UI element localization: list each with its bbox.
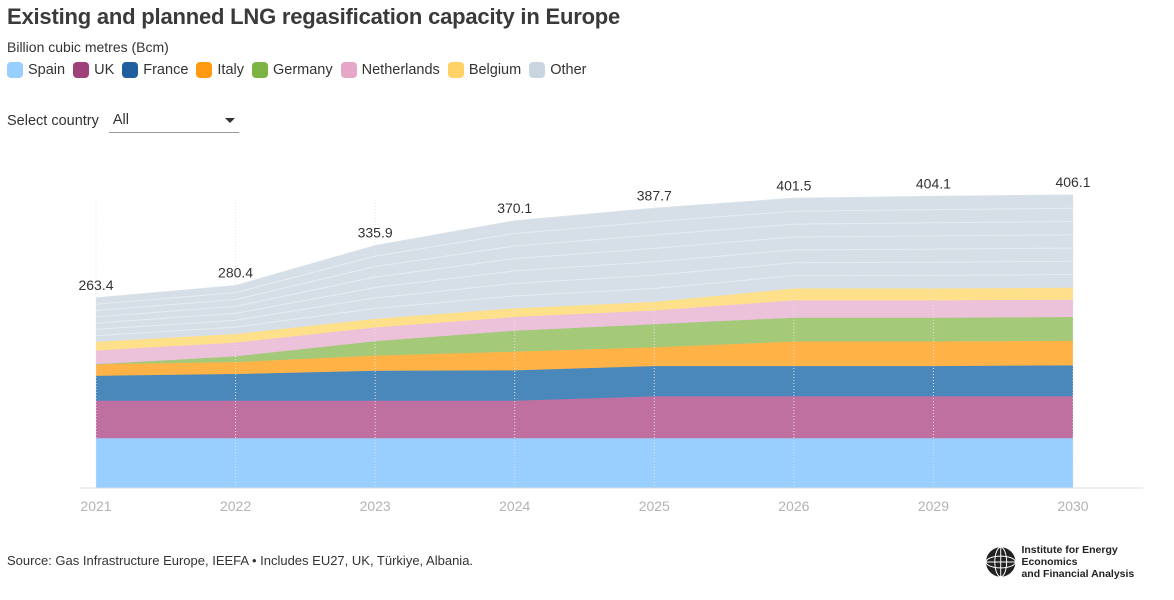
legend-label-belgium: Belgium [468,62,522,78]
legend-item-uk[interactable]: UK [73,62,114,78]
other-subdivision-line [95,221,1074,312]
legend-item-other[interactable]: Other [529,62,586,78]
legend-swatch-uk [73,62,90,78]
legend-swatch-other [529,62,546,78]
legend-item-spain[interactable]: Spain [7,62,65,78]
area-netherlands [96,299,1073,365]
legend-item-belgium[interactable]: Belgium [447,62,522,78]
x-tick-label: 2026 [778,498,809,514]
legend-item-germany[interactable]: Germany [251,62,333,78]
other-subdivision-line [95,247,1074,324]
legend-swatch-germany [251,62,268,78]
total-data-label: 406.1 [1055,174,1090,190]
source-note: Source: Gas Infrastructure Europe, IEEFA… [7,553,474,568]
area-belgium [96,287,1073,351]
legend-label-netherlands: Netherlands [361,62,440,78]
area-other [96,195,1073,342]
legend-swatch-netherlands [340,62,357,78]
other-subdivision-line [95,274,1074,337]
area-spain [96,438,1073,488]
legend-label-germany: Germany [272,62,333,78]
total-data-label: 335.9 [358,225,393,241]
legend-swatch-italy [196,62,213,78]
area-uk [96,396,1073,439]
filter-label: Select country [7,112,99,129]
x-tick-label: 2022 [220,498,251,514]
total-data-label: 280.4 [218,265,253,281]
logo-line-1: Institute for Energy Economics [1021,544,1118,568]
chart-subtitle: Billion cubic metres (Bcm) [7,39,169,55]
legend-label-other: Other [550,62,587,78]
chart-title: Existing and planned LNG regasification … [7,4,621,29]
other-subdivision-line [95,260,1074,330]
total-data-label: 370.1 [497,200,532,216]
x-tick-label: 2025 [639,498,670,514]
x-tick-label: 2030 [1057,498,1088,514]
total-data-label: 387.7 [637,187,672,203]
area-edge-other [95,194,1074,299]
area-italy [96,340,1073,376]
legend-item-france[interactable]: France [122,62,188,78]
total-data-label: 404.1 [916,175,951,191]
total-data-label: 263.4 [78,277,113,293]
area-france [96,365,1073,401]
legend-label-italy: Italy [217,62,244,78]
legend-item-netherlands[interactable]: Netherlands [340,62,440,78]
legend-label-uk: UK [94,62,115,78]
logo-line-2: and Financial Analysis [1021,568,1135,580]
legend-item-italy[interactable]: Italy [196,62,244,78]
total-data-label: 401.5 [776,177,811,193]
country-filter: Select country All [7,108,239,133]
legend-swatch-belgium [447,62,464,78]
legend: Spain UK France Italy Germany Netherland… [7,62,594,78]
x-tick-label: 2023 [360,498,391,514]
area-germany [96,317,1073,365]
x-tick-label: 2021 [80,498,111,514]
ieefa-logo: Institute for Energy Economics and Finan… [985,544,1174,580]
x-tick-label: 2029 [918,498,949,514]
country-select-value: All [112,112,130,128]
legend-label-france: France [143,62,189,78]
globe-icon [985,546,1016,578]
chevron-down-icon [224,117,235,123]
legend-label-spain: Spain [28,62,66,78]
other-subdivision-line [95,207,1074,305]
other-subdivision-line [95,234,1074,318]
country-select[interactable]: All [108,108,239,133]
legend-swatch-spain [7,62,23,78]
stacked-area-chart: 2021 2022 2023 2024 2025 2026 2029 2030 263.4 280… [78,174,1143,514]
x-tick-label: 2024 [499,498,530,514]
legend-swatch-france [122,62,139,78]
